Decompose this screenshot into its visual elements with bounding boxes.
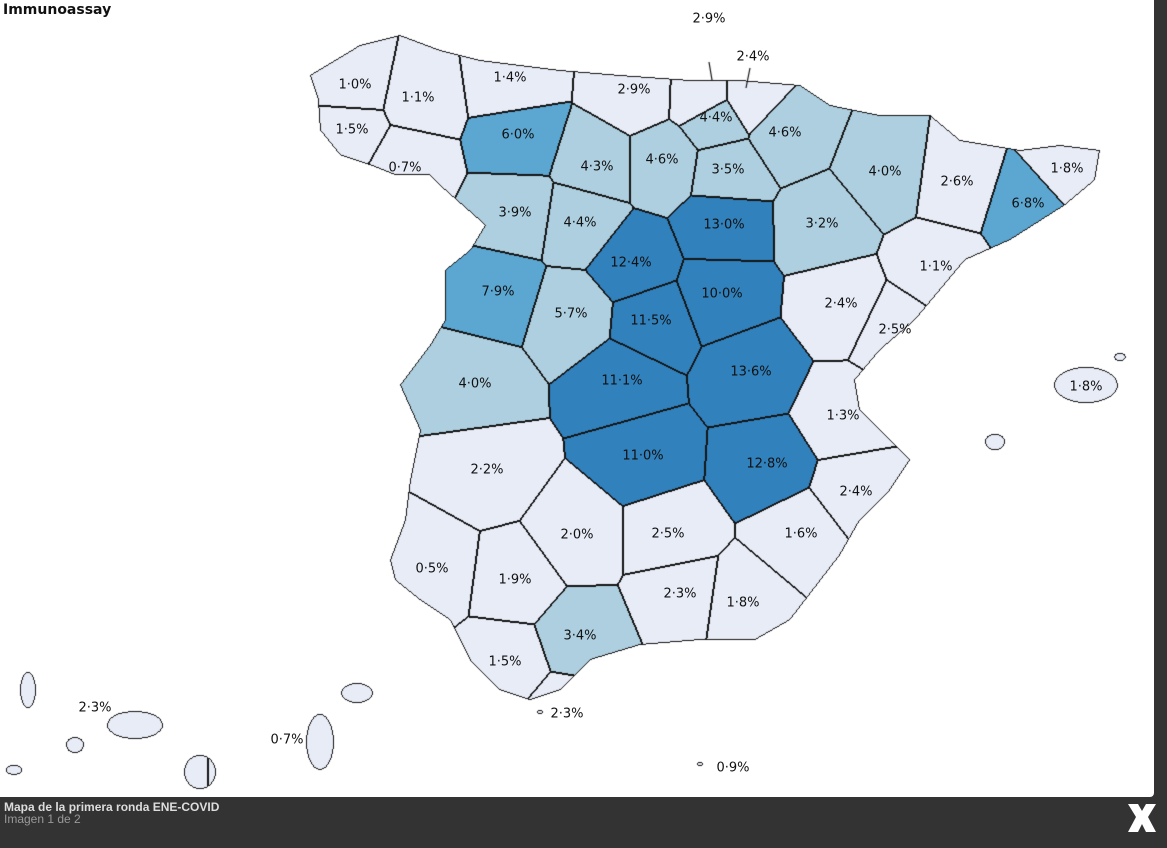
province-value-label: 1·8%: [1069, 379, 1103, 395]
province-value-label: 6·8%: [1011, 196, 1045, 212]
province-value-label: 1·4%: [493, 70, 527, 86]
province-value-label: 2·0%: [560, 527, 594, 543]
province-value-label: 11·5%: [630, 313, 672, 329]
province-value-label: 12·4%: [610, 255, 652, 271]
lightbox-image: Immunoassay 1·0% 1·1% 1·5% 0·7% 1·4% 6·0% 2·9%…: [0, 0, 1154, 797]
province-value-label: 3·2%: [805, 216, 839, 232]
province-value-label: 4·6%: [645, 152, 679, 168]
province-value-label: 2·4%: [736, 49, 770, 65]
province-value-label: 0·9%: [716, 760, 750, 776]
province-value-label: 1·3%: [826, 408, 860, 424]
province-value-label: 2·4%: [839, 484, 873, 500]
province-value-label: 11·0%: [622, 448, 664, 464]
province-value-label: 4·0%: [868, 164, 902, 180]
province-value-label: 2·9%: [617, 82, 651, 98]
province-value-label: 2·2%: [470, 462, 504, 478]
province-value-label: 12·8%: [746, 456, 788, 472]
province-value-label: 4·4%: [699, 110, 733, 126]
province-value-label: 2·3%: [550, 706, 584, 722]
province-value-label: 1·0%: [338, 77, 372, 93]
province-value-label: 1·6%: [784, 526, 818, 542]
province-value-label: 1·5%: [488, 654, 522, 670]
lightbox-caption: Mapa de la primera ronda ENE-COVID Image…: [4, 801, 219, 825]
province-value-label: 2·3%: [663, 586, 697, 602]
province-value-label: 1·5%: [335, 122, 369, 138]
province-value-label: 2·5%: [651, 526, 685, 542]
province-value-label: 4·0%: [458, 376, 492, 392]
province-value-label: 4·4%: [563, 215, 597, 231]
caption-title: Mapa de la primera ronda ENE-COVID: [4, 800, 220, 814]
province-value-label: 3·9%: [498, 205, 532, 221]
province-value-label: 11·1%: [601, 373, 643, 389]
province-value-label: 1·9%: [498, 572, 532, 588]
province-value-label: 2·6%: [940, 174, 974, 190]
province-value-label: 2·5%: [878, 322, 912, 338]
province-value-label: 1·1%: [401, 90, 435, 106]
province-value-label: 4·3%: [580, 159, 614, 175]
map-title: Immunoassay: [3, 2, 112, 18]
province-value-label: 2·9%: [692, 11, 726, 27]
province-value-label: 2·4%: [824, 296, 858, 312]
province-value-label: 13·6%: [730, 364, 772, 380]
province-value-label: 13·0%: [703, 217, 745, 233]
province-value-label: 0·5%: [415, 561, 449, 577]
province-value-label: 7·9%: [481, 284, 515, 300]
province-value-label: 0·7%: [270, 732, 304, 748]
province-value-label: 6·0%: [501, 127, 535, 143]
province-value-label: 3·5%: [711, 162, 745, 178]
province-value-label: 2·3%: [78, 700, 112, 716]
province-value-label: 0·7%: [388, 160, 422, 176]
province-value-label: 4·6%: [768, 125, 802, 141]
province-value-label: 5·7%: [554, 306, 588, 322]
image-counter: Imagen 1 de 2: [4, 812, 81, 826]
province-value-label: 1·8%: [726, 595, 760, 611]
province-value-label: 3·4%: [563, 628, 597, 644]
province-value-label: 1·1%: [919, 259, 953, 275]
spain-choropleth-map: [0, 0, 1154, 797]
close-x-icon[interactable]: [1124, 800, 1160, 836]
province-value-label: 1·8%: [1050, 161, 1084, 177]
province-value-label: 10·0%: [701, 286, 743, 302]
